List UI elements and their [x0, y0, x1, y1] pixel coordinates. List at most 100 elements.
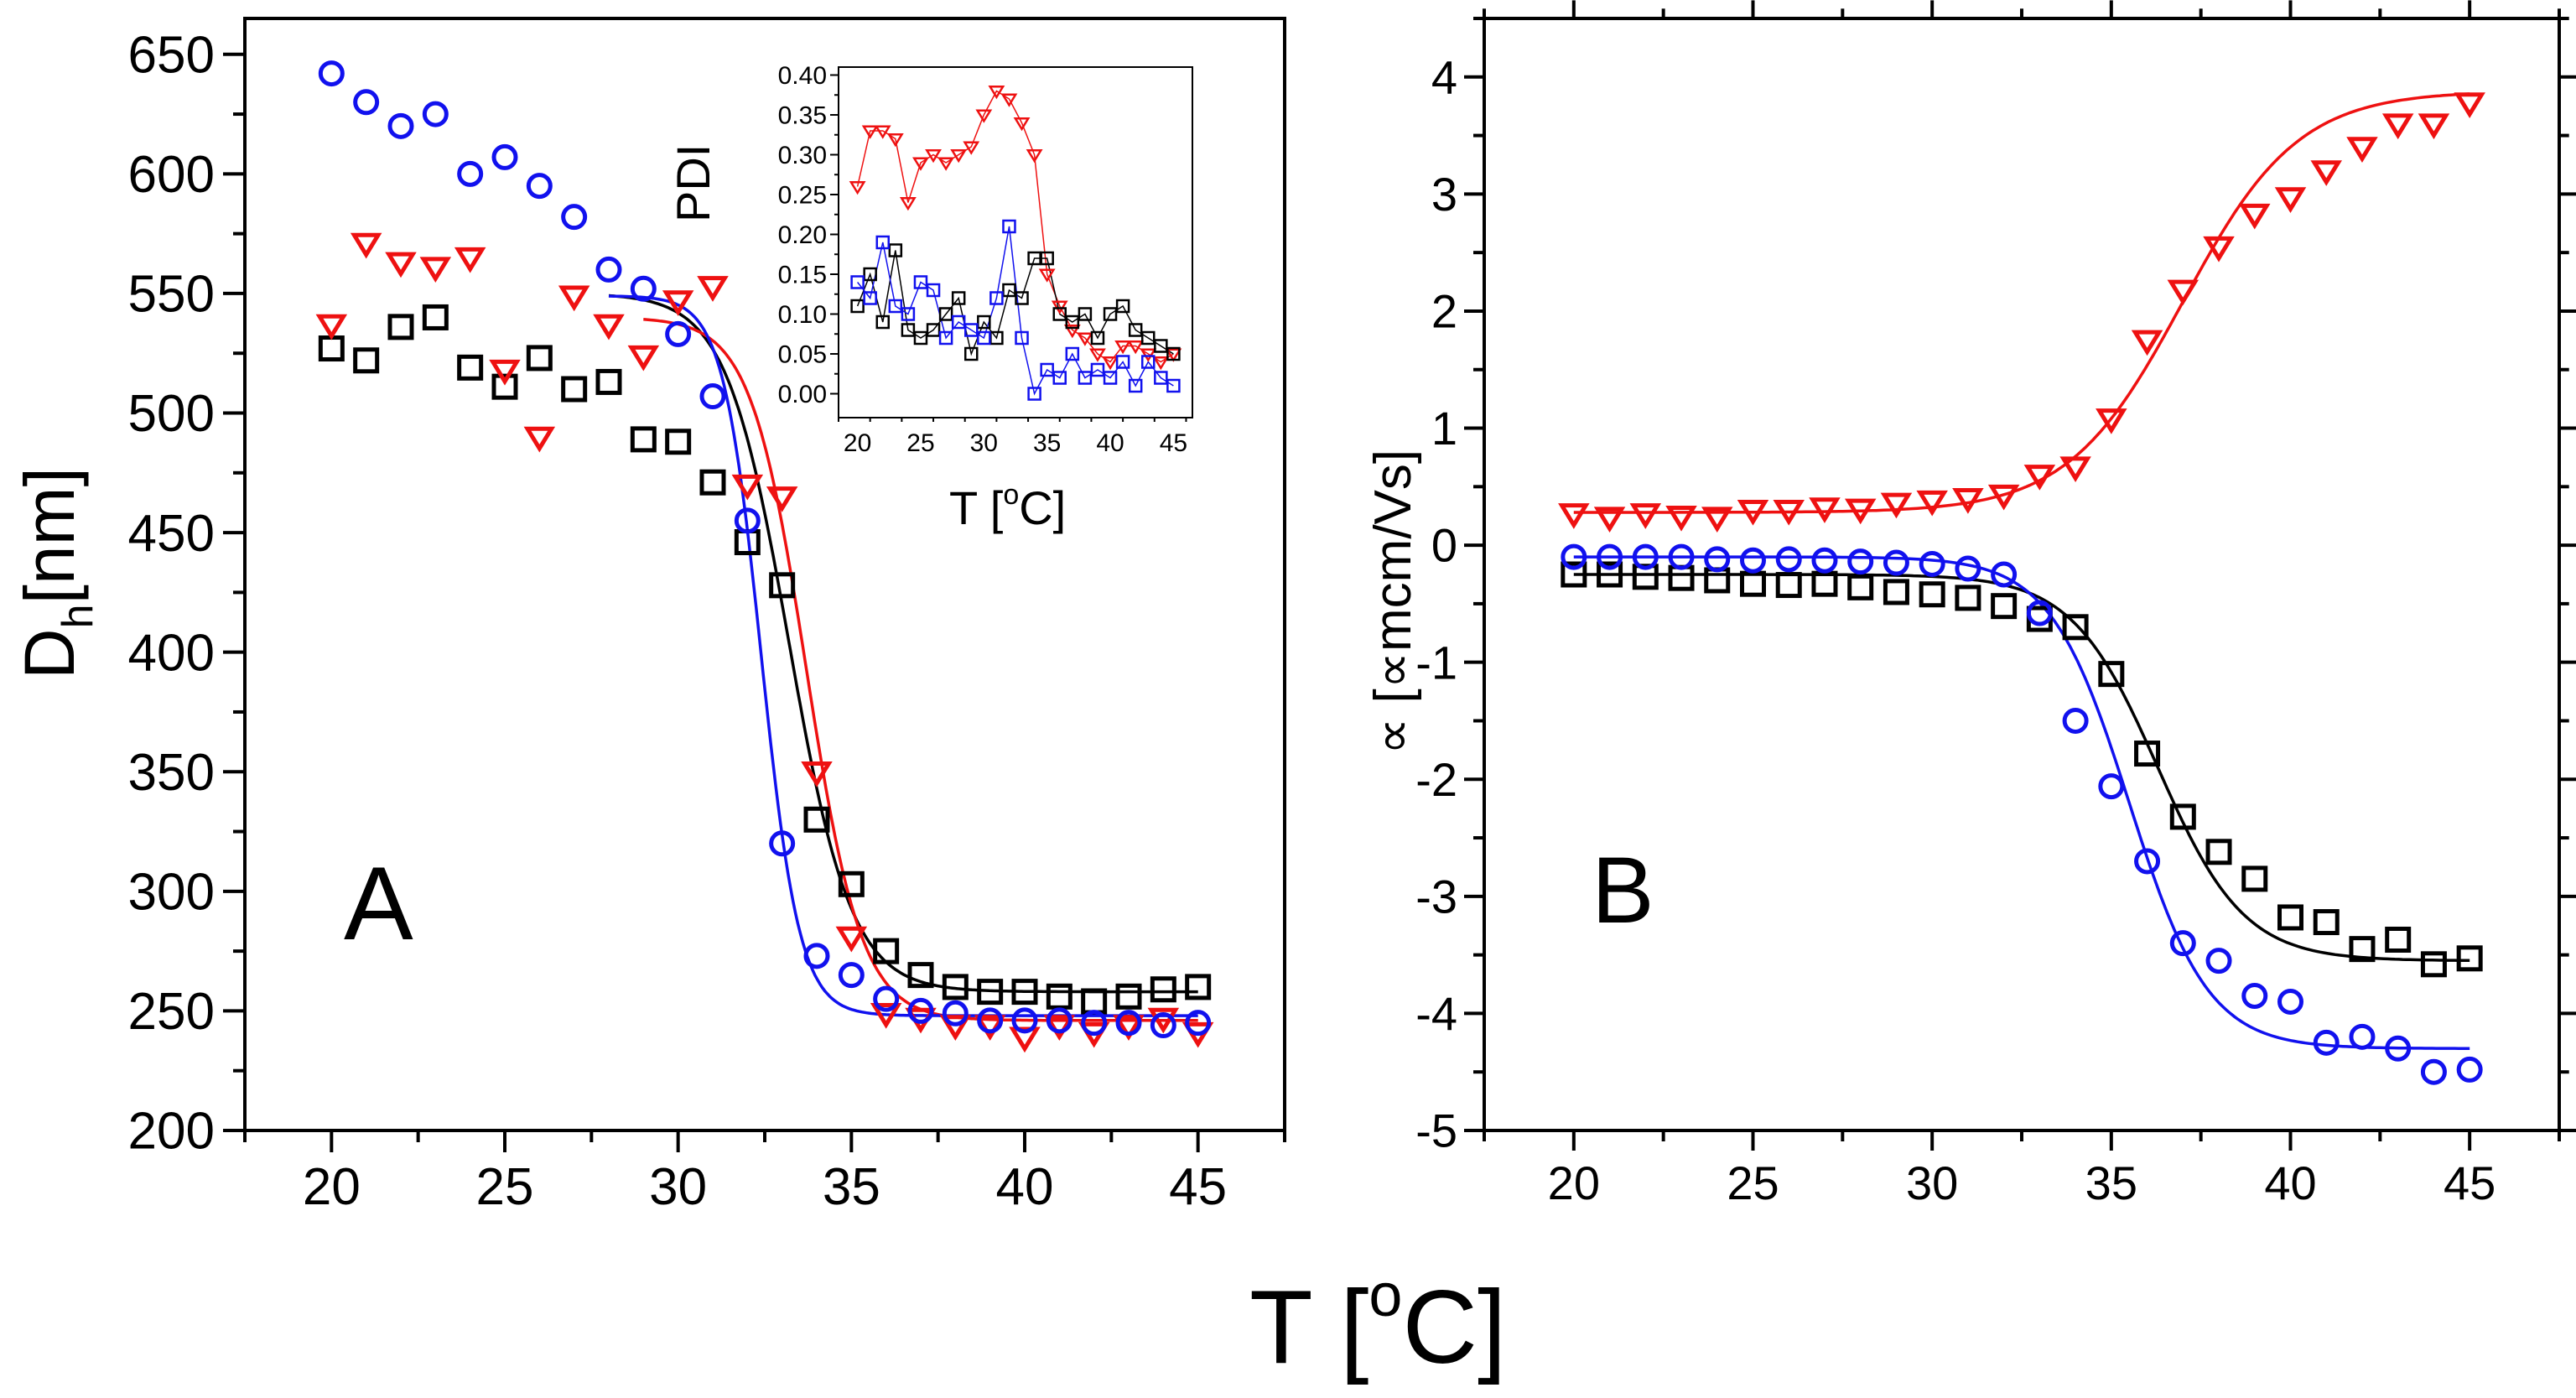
panel-b-point-circle [1561, 543, 1587, 570]
panel-a-fit-circle [609, 294, 1198, 1017]
inset-point-square [913, 275, 928, 289]
panel-a-point-square [665, 429, 692, 455]
panel-b-point-triangle-down [1809, 497, 1841, 523]
inset-point-square [1040, 251, 1054, 266]
panel-a-point-triangle-down [593, 314, 625, 340]
inset-point-square [1154, 371, 1168, 385]
panel-b-point-square [2062, 614, 2089, 641]
shared-xlabel-sup: o [1368, 1262, 1402, 1329]
panel-a-point-circle [873, 985, 900, 1012]
panel-a-point-triangle-down [766, 486, 798, 512]
panel-b-point-triangle-down [2454, 92, 2485, 118]
panel-b-point-circle [2169, 930, 2196, 957]
y-tick-label: 0.15 [778, 262, 827, 289]
x-tick-label: 20 [844, 429, 871, 457]
panel-a-point-square [977, 979, 1004, 1006]
panel-a-point-square [699, 469, 726, 496]
panel-b-point-triangle-down [2346, 137, 2378, 163]
panel-a-point-triangle-down [870, 1003, 902, 1029]
panel-b-point-circle [2205, 948, 2232, 974]
panel-b-point-circle [2313, 1029, 2340, 1056]
inset-point-square [1090, 330, 1105, 346]
y-tick-label: 0.25 [778, 182, 827, 210]
panel-a-point-circle [665, 320, 692, 347]
inset-point-triangle-down [1165, 348, 1182, 362]
panel-a-point-triangle-down [974, 1015, 1006, 1041]
panel-b-point-circle [1883, 549, 1909, 576]
panel-b-fit-curves [1573, 92, 2470, 1050]
panel-a-point-circle [977, 1007, 1004, 1034]
panel-a-label: A [344, 846, 413, 962]
panel-b-point-circle [2026, 600, 2053, 626]
inset-point-square [1115, 299, 1130, 314]
panel-a-point-square [1150, 976, 1176, 1003]
panel-a-point-circle [1115, 1010, 1142, 1037]
panel-b-point-circle [2134, 848, 2161, 875]
panel-b-point-square [1847, 574, 1874, 600]
inset-point-triangle-down [886, 133, 904, 148]
inset-point-square [1090, 362, 1105, 377]
inset-point-square [977, 330, 991, 346]
panel-a-point-circle [942, 1000, 969, 1026]
panel-a-point-square [353, 347, 380, 374]
panel-a-point-triangle-down [1113, 1015, 1145, 1041]
inset-point-triangle-down [1038, 268, 1056, 283]
panel-a-point-circle [630, 275, 657, 302]
inset-point-square [1065, 346, 1080, 361]
panel-a-fit-curves [608, 294, 1198, 1022]
panel-b-point-circle [2349, 1023, 2376, 1050]
panel-a-point-square [630, 426, 657, 453]
panel-b-point-circle [1704, 546, 1731, 573]
x-tick-label: 45 [1169, 1158, 1227, 1216]
inset-point-triangle-down [1127, 340, 1145, 355]
panel-a-point-square [1115, 983, 1142, 1010]
panel-a-point-circle [595, 256, 622, 283]
x-tick-label: 35 [1033, 429, 1061, 457]
panel-b-point-triangle-down [2023, 465, 2056, 491]
inset-point-square [1115, 355, 1130, 369]
inset-point-square [951, 314, 966, 330]
y-tick-label: 0 [1431, 519, 1457, 572]
panel-b-fit-square [1573, 573, 2470, 963]
panel-a-point-square [873, 938, 900, 964]
y-tick-label: -2 [1415, 753, 1457, 806]
panel-a-point-circle [1150, 1012, 1176, 1039]
panel-b-point-square [1883, 579, 1909, 605]
panel-a-point-square [387, 314, 414, 340]
inset-xlabel: T [oC] [949, 479, 1066, 534]
x-tick-label: 20 [1548, 1156, 1600, 1209]
panel-b-point-square [1597, 561, 1623, 588]
y-tick-label: -1 [1415, 636, 1457, 689]
panel-a-ylabel-sub: h [54, 604, 102, 628]
panel-b-point-square [1991, 593, 2018, 620]
inset-point-square [913, 330, 928, 346]
inset-point-square [951, 291, 966, 305]
panel-a-point-circle [907, 997, 934, 1024]
panel-b-point-circle [2277, 988, 2303, 1015]
panel-b-point-square [1919, 581, 1945, 608]
x-tick-label: 35 [823, 1158, 880, 1216]
panel-a-point-triangle-down [419, 257, 452, 283]
inset-point-triangle-down [861, 125, 879, 139]
panel-a-point-circle [318, 60, 345, 87]
inset-point-triangle-down [899, 197, 917, 211]
panel-a-point-circle [457, 160, 484, 187]
panel-a-ylabel: Dh[nm] [10, 467, 102, 679]
inset-point-square [1128, 323, 1143, 337]
x-tick-label: 45 [2444, 1156, 2496, 1209]
panel-a-point-circle [1185, 1010, 1212, 1037]
y-tick-label: 500 [128, 385, 215, 443]
panel-a-point-triangle-down [350, 232, 382, 259]
panel-b-point-triangle-down [2239, 203, 2271, 230]
x-tick-label: 30 [970, 429, 998, 457]
panel-a-point-triangle-down [697, 276, 729, 302]
inset-xlabel-end: C] [1019, 481, 1066, 534]
panel-a-ylabel-main: D [10, 628, 89, 679]
panel-a-point-triangle-down [523, 426, 556, 453]
panel-a-point-square [526, 345, 553, 372]
y-tick-label: 0.35 [778, 102, 827, 130]
y-tick-label: 3 [1431, 168, 1457, 221]
panel-a-point-square [942, 974, 969, 1000]
inset-ylabel: PDI [667, 144, 719, 222]
